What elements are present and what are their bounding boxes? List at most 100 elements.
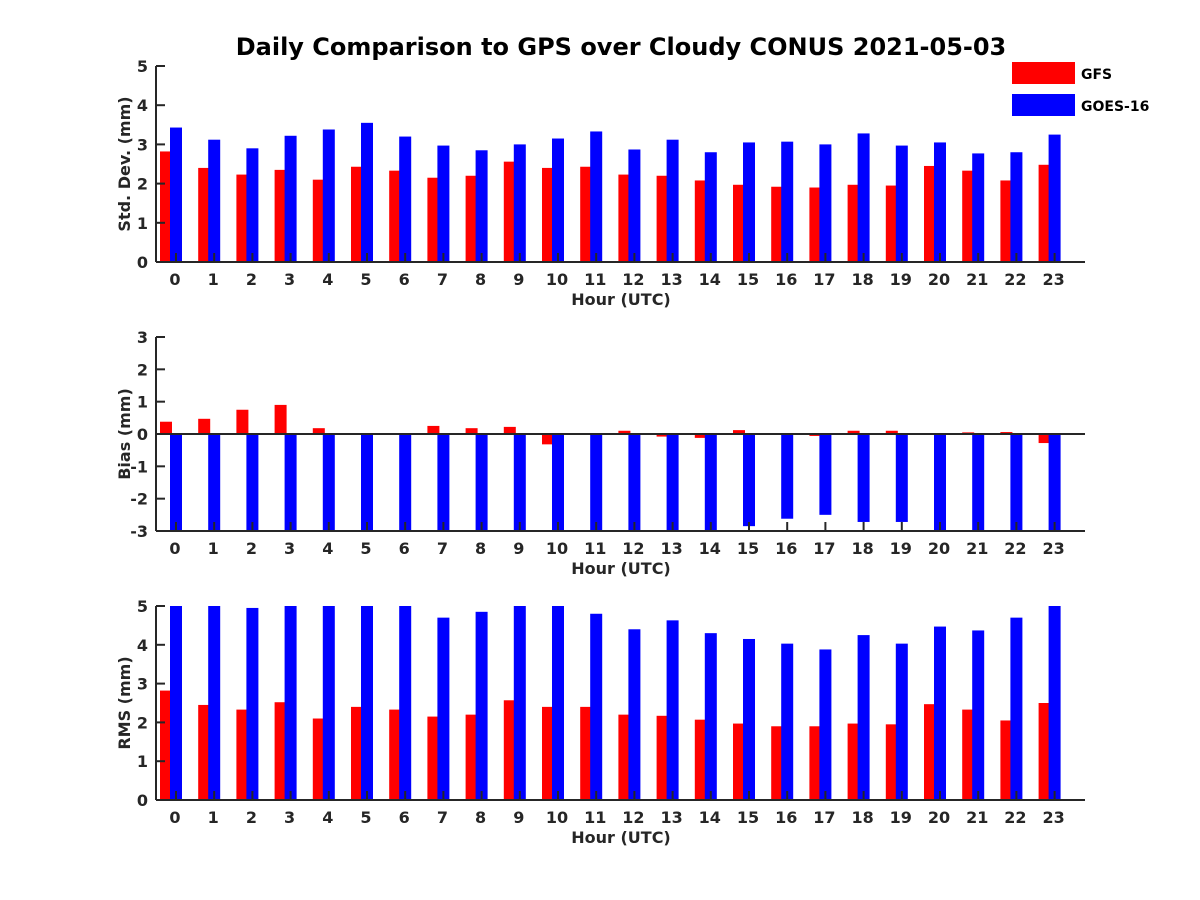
y-tick-label: 2 [137,175,148,194]
bar-gfs-7 [427,425,440,434]
bar-gfs-12 [618,174,631,262]
bar-goes16-6 [399,434,412,531]
bar-goes16-13 [666,434,679,531]
bar-gfs-1 [198,167,211,262]
y-tick-label: 3 [137,675,148,694]
bar-gfs-3 [274,702,287,800]
x-axis-label: Hour (UTC) [571,290,671,309]
y-tick-label: 4 [137,96,148,115]
y-tick-label: 4 [137,636,148,655]
bar-goes16-10 [552,606,564,800]
bar-gfs-21 [962,709,975,800]
bar-goes16-4 [322,434,335,531]
bar-goes16-17 [819,649,832,800]
x-tick-label: 17 [813,539,835,558]
bar-gfs-12 [618,430,631,434]
legend-label-goes16: GOES-16 [1081,99,1149,115]
y-axis-label: Bias (mm) [115,388,134,480]
bar-goes16-1 [208,139,221,262]
x-tick-label: 14 [699,808,721,827]
y-tick-label: 1 [137,214,148,233]
bar-goes16-18 [857,434,870,522]
x-tick-label: 7 [437,808,448,827]
bar-goes16-3 [284,434,297,531]
bar-gfs-7 [427,716,440,800]
bar-goes16-13 [666,139,679,262]
bar-gfs-15 [733,723,745,800]
x-tick-label: 15 [737,539,759,558]
x-tick-label: 3 [284,270,295,289]
x-tick-label: 12 [622,539,644,558]
bar-gfs-3 [274,404,287,434]
bar-goes16-12 [628,434,641,531]
bar-goes16-2 [246,434,259,531]
bar-goes16-12 [628,629,641,800]
x-tick-label: 7 [437,270,448,289]
x-tick-label: 21 [966,539,988,558]
bar-goes16-19 [895,145,908,262]
bar-gfs-22 [1000,180,1013,262]
x-tick-label: 10 [546,539,568,558]
x-tick-label: 12 [622,270,644,289]
bar-goes16-16 [781,434,794,519]
bar-goes16-14 [704,633,717,800]
bar-goes16-8 [475,434,488,531]
x-tick-label: 8 [475,808,486,827]
bar-goes16-15 [743,142,755,262]
bar-goes16-22 [1010,152,1023,262]
bar-goes16-19 [895,643,908,800]
bar-goes16-21 [972,434,985,531]
bar-gfs-1 [198,418,211,434]
bar-gfs-20 [924,704,936,800]
x-tick-label: 15 [737,808,759,827]
x-tick-label: 21 [966,270,988,289]
bar-goes16-7 [437,145,450,262]
bar-gfs-11 [580,166,593,262]
x-tick-label: 11 [584,808,606,827]
y-tick-label: 5 [137,57,148,76]
x-tick-label: 1 [208,808,219,827]
bar-gfs-4 [312,428,325,434]
x-tick-label: 10 [546,270,568,289]
x-tick-label: 2 [246,539,257,558]
bar-goes16-15 [743,638,755,800]
bar-goes16-4 [322,606,335,800]
bar-goes16-5 [361,122,373,262]
bar-gfs-11 [580,706,593,800]
x-tick-label: 17 [813,270,835,289]
x-tick-label: 9 [513,270,524,289]
x-tick-label: 23 [1042,539,1064,558]
x-tick-label: 22 [1004,808,1026,827]
x-tick-label: 21 [966,808,988,827]
x-tick-label: 10 [546,808,568,827]
bar-goes16-14 [704,152,717,262]
bar-goes16-6 [399,136,412,262]
bar-gfs-18 [847,723,860,800]
bar-gfs-15 [733,430,745,434]
x-tick-label: 13 [660,539,682,558]
x-tick-label: 22 [1004,270,1026,289]
bar-gfs-16 [771,186,784,262]
x-tick-label: 2 [246,808,257,827]
x-axis-label: Hour (UTC) [571,828,671,847]
x-tick-label: 3 [284,539,295,558]
bar-goes16-20 [934,626,946,800]
bar-gfs-23 [1038,164,1051,262]
bar-gfs-10 [542,167,554,262]
y-tick-label: -2 [130,490,148,509]
bar-goes16-23 [1048,134,1061,262]
bar-gfs-2 [236,174,249,262]
y-tick-label: 2 [137,360,148,379]
y-tick-label: 3 [137,328,148,347]
bar-goes16-10 [552,138,564,262]
bar-gfs-18 [847,430,860,434]
x-tick-label: 18 [851,270,873,289]
bar-gfs-8 [465,428,478,434]
bar-gfs-19 [885,430,898,434]
bar-goes16-0 [170,606,182,800]
bar-gfs-6 [389,709,402,800]
x-tick-label: 11 [584,539,606,558]
